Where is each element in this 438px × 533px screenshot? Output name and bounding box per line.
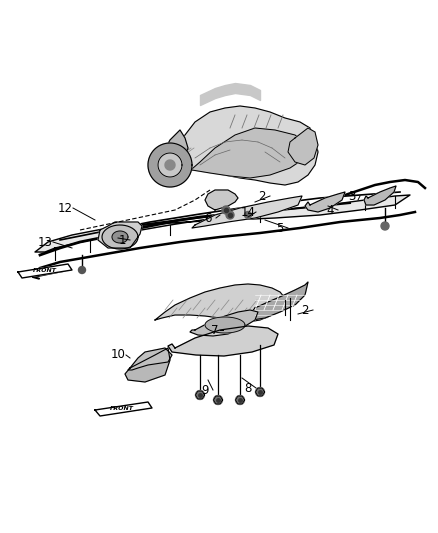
Polygon shape xyxy=(125,348,170,382)
Circle shape xyxy=(236,395,244,405)
Polygon shape xyxy=(183,128,308,178)
Circle shape xyxy=(255,387,265,397)
Text: 6: 6 xyxy=(204,212,212,224)
Circle shape xyxy=(222,206,230,214)
Text: 8: 8 xyxy=(244,382,252,394)
Polygon shape xyxy=(305,192,345,212)
Text: 10: 10 xyxy=(110,349,125,361)
Polygon shape xyxy=(35,195,410,252)
Text: FRONT: FRONT xyxy=(110,407,134,411)
Polygon shape xyxy=(288,128,318,165)
Circle shape xyxy=(226,211,234,219)
Text: 9: 9 xyxy=(201,384,209,397)
Polygon shape xyxy=(205,317,245,333)
Text: 1: 1 xyxy=(118,233,126,246)
Text: 2: 2 xyxy=(301,303,309,317)
Polygon shape xyxy=(148,143,192,187)
Polygon shape xyxy=(205,190,238,210)
Polygon shape xyxy=(192,196,302,228)
Polygon shape xyxy=(160,106,318,185)
Text: FRONT: FRONT xyxy=(33,268,57,272)
Polygon shape xyxy=(95,402,152,416)
Polygon shape xyxy=(190,310,258,336)
Polygon shape xyxy=(168,326,278,356)
Polygon shape xyxy=(98,222,142,248)
Polygon shape xyxy=(112,231,128,243)
Polygon shape xyxy=(102,225,138,249)
Polygon shape xyxy=(158,153,182,177)
Text: 2: 2 xyxy=(258,190,266,203)
Text: 4: 4 xyxy=(326,204,334,216)
Circle shape xyxy=(78,266,85,273)
Text: 3: 3 xyxy=(348,190,356,203)
Polygon shape xyxy=(128,348,172,370)
Polygon shape xyxy=(248,282,308,320)
Circle shape xyxy=(244,212,251,219)
Circle shape xyxy=(381,222,389,230)
Polygon shape xyxy=(155,284,285,322)
Text: 5: 5 xyxy=(276,222,284,235)
Polygon shape xyxy=(165,160,175,170)
Polygon shape xyxy=(364,186,396,205)
Polygon shape xyxy=(18,264,72,278)
Polygon shape xyxy=(158,130,188,175)
Text: 14: 14 xyxy=(240,206,255,219)
Circle shape xyxy=(213,395,223,405)
Text: 12: 12 xyxy=(57,201,73,214)
Circle shape xyxy=(195,391,205,400)
Text: 7: 7 xyxy=(211,324,219,336)
Text: 13: 13 xyxy=(38,236,53,248)
